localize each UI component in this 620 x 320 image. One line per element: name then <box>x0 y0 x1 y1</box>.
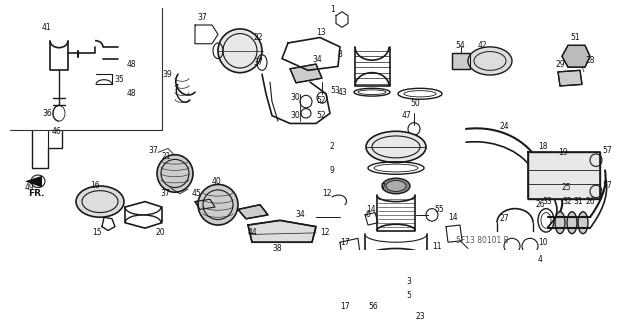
Ellipse shape <box>366 131 426 163</box>
Text: 20: 20 <box>155 228 165 237</box>
Polygon shape <box>528 152 600 199</box>
Ellipse shape <box>524 256 536 267</box>
Text: 24: 24 <box>500 122 510 131</box>
Polygon shape <box>558 70 582 86</box>
Text: 52: 52 <box>316 111 326 120</box>
Ellipse shape <box>218 29 262 73</box>
Text: 37: 37 <box>253 58 263 67</box>
Text: 32: 32 <box>562 197 572 206</box>
Text: 56: 56 <box>368 302 378 311</box>
Text: 2: 2 <box>330 142 335 151</box>
Text: 38: 38 <box>272 244 281 253</box>
Text: 36: 36 <box>42 109 51 118</box>
Text: 52: 52 <box>316 96 326 105</box>
Text: 49: 49 <box>25 183 35 192</box>
Text: 21: 21 <box>162 152 172 161</box>
Text: 48: 48 <box>127 89 136 98</box>
Text: 23: 23 <box>416 312 425 320</box>
Text: 11: 11 <box>432 242 441 251</box>
Text: 25: 25 <box>562 183 572 192</box>
Text: 47: 47 <box>402 111 412 120</box>
Text: FR.: FR. <box>28 189 45 198</box>
Text: 37: 37 <box>197 13 206 22</box>
Text: 39: 39 <box>162 70 172 79</box>
Ellipse shape <box>578 212 588 234</box>
Ellipse shape <box>555 212 565 234</box>
Text: 30: 30 <box>290 93 299 102</box>
Text: 51: 51 <box>570 33 580 42</box>
Ellipse shape <box>506 256 518 267</box>
Text: 50: 50 <box>410 99 420 108</box>
Text: 57: 57 <box>602 146 612 155</box>
Text: 40: 40 <box>212 177 222 186</box>
Text: 18: 18 <box>538 142 547 151</box>
Text: 41: 41 <box>42 23 51 32</box>
Text: 6: 6 <box>366 210 371 220</box>
Text: 4: 4 <box>538 255 543 264</box>
Text: 30: 30 <box>290 111 299 120</box>
Text: 57: 57 <box>602 181 612 190</box>
Text: 8: 8 <box>338 50 343 59</box>
Text: 13: 13 <box>316 28 326 37</box>
Ellipse shape <box>386 180 406 191</box>
Text: 48: 48 <box>127 60 136 68</box>
Text: 17: 17 <box>340 302 350 311</box>
Text: 26: 26 <box>585 197 595 206</box>
Text: 34: 34 <box>295 210 305 220</box>
Text: 31: 31 <box>573 197 583 206</box>
Polygon shape <box>238 205 268 219</box>
Ellipse shape <box>346 299 362 308</box>
Polygon shape <box>290 64 322 83</box>
Text: 12: 12 <box>322 189 332 198</box>
Text: 22: 22 <box>253 33 262 42</box>
Text: 53: 53 <box>330 86 340 95</box>
Text: 26: 26 <box>536 200 546 209</box>
Text: 15: 15 <box>92 228 102 237</box>
Ellipse shape <box>76 186 124 217</box>
Polygon shape <box>195 199 215 209</box>
Text: 54: 54 <box>455 41 465 50</box>
Text: 9: 9 <box>330 166 335 175</box>
Text: 28: 28 <box>585 56 595 66</box>
Text: 3: 3 <box>406 277 411 286</box>
Ellipse shape <box>567 212 577 234</box>
Text: 35: 35 <box>114 75 124 84</box>
Ellipse shape <box>157 155 193 192</box>
Text: 19: 19 <box>558 148 568 157</box>
Text: 14: 14 <box>366 205 376 214</box>
Text: 37: 37 <box>148 146 157 155</box>
Ellipse shape <box>382 178 410 194</box>
Text: 17: 17 <box>340 238 350 247</box>
Text: 16: 16 <box>90 181 100 190</box>
Text: 43: 43 <box>338 88 348 97</box>
Text: 46: 46 <box>52 127 62 136</box>
Text: 45: 45 <box>192 189 202 198</box>
Text: 37: 37 <box>160 189 170 198</box>
Polygon shape <box>452 53 470 69</box>
Text: 34: 34 <box>312 55 322 64</box>
Text: 42: 42 <box>478 41 487 50</box>
Text: 12: 12 <box>320 228 329 237</box>
Text: 14: 14 <box>448 213 458 222</box>
Text: 7: 7 <box>380 183 385 192</box>
Polygon shape <box>562 45 590 67</box>
Text: 1: 1 <box>330 5 335 14</box>
Text: 27: 27 <box>500 214 510 223</box>
Text: 5: 5 <box>406 291 411 300</box>
Text: 5F13 80101 B: 5F13 80101 B <box>456 236 509 245</box>
Ellipse shape <box>198 184 238 225</box>
Polygon shape <box>25 176 42 188</box>
Text: 33: 33 <box>542 197 552 206</box>
Text: 29: 29 <box>555 60 565 68</box>
Text: 10: 10 <box>538 238 547 247</box>
Ellipse shape <box>468 47 512 75</box>
Text: 55: 55 <box>434 205 444 214</box>
Polygon shape <box>248 220 316 242</box>
Text: 44: 44 <box>248 228 258 237</box>
